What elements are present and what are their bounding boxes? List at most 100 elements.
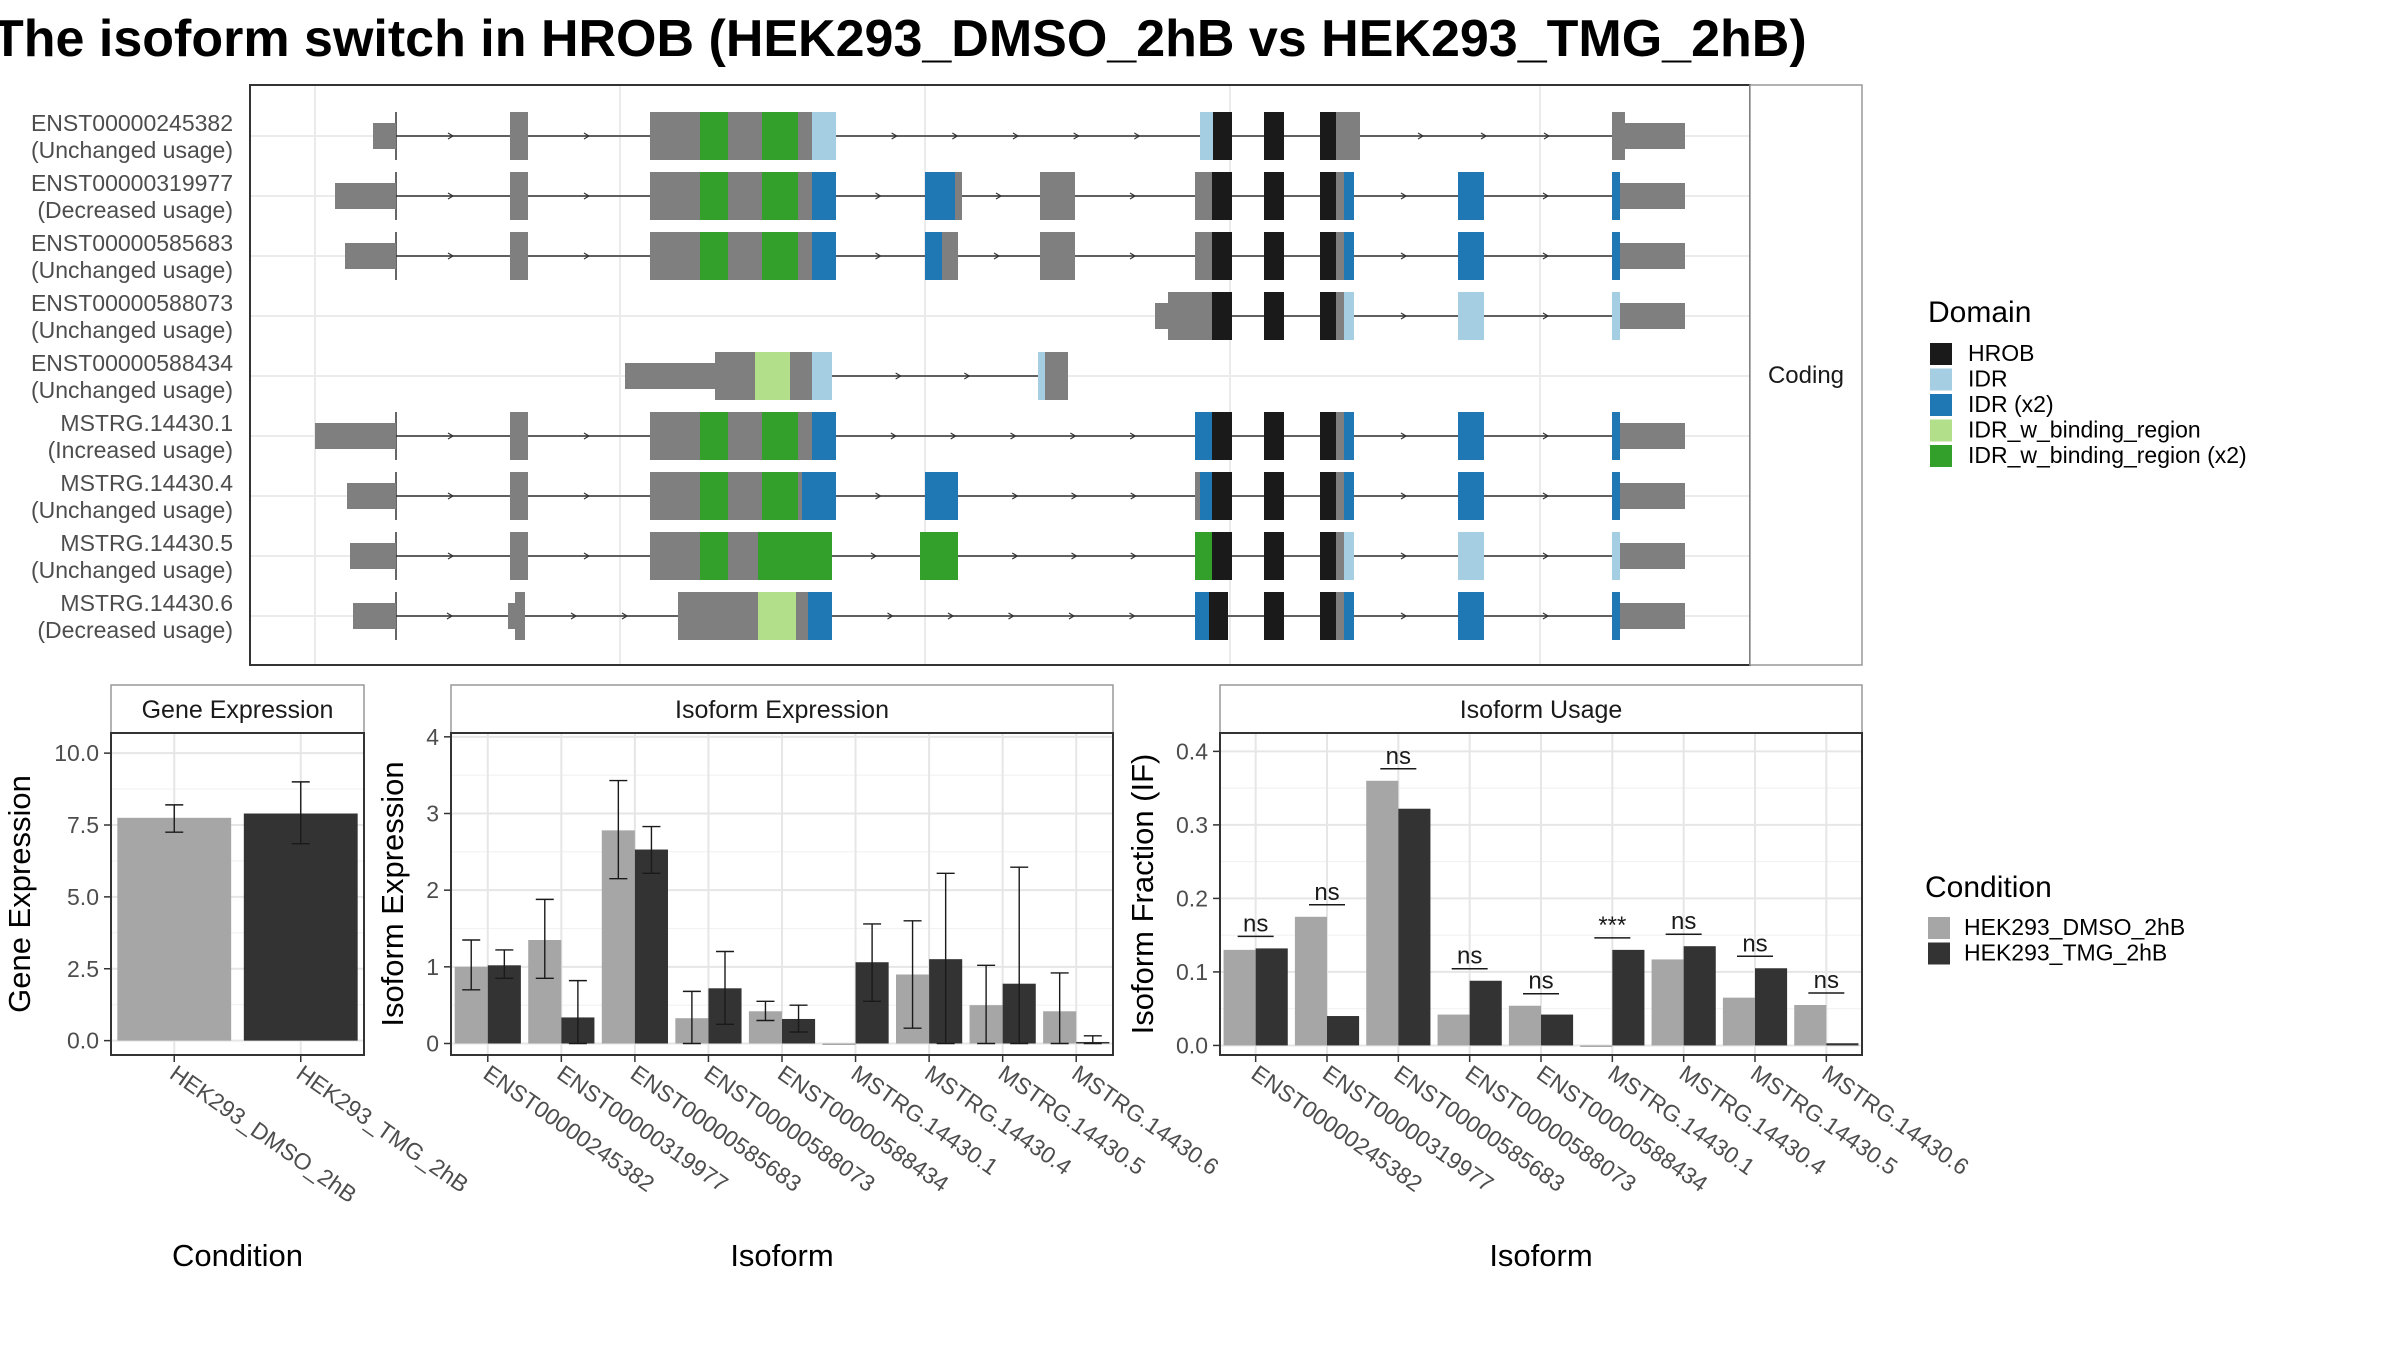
significance-label: ns bbox=[1814, 967, 1839, 994]
exon-block bbox=[1612, 232, 1620, 280]
exon-block bbox=[715, 352, 755, 400]
intron-arrow bbox=[1417, 132, 1425, 140]
transcript-row bbox=[347, 472, 1685, 520]
transcript-row bbox=[373, 112, 1685, 160]
isoform-expression-chart: Isoform Expression01234ENST00000245382EN… bbox=[375, 684, 1224, 1273]
exon-block bbox=[1320, 172, 1336, 220]
exon-block bbox=[1336, 592, 1344, 640]
intron-arrow bbox=[1071, 552, 1078, 560]
exon-block bbox=[700, 532, 728, 580]
transcript-row bbox=[335, 172, 1685, 220]
isoform-id-label: MSTRG.14430.4 bbox=[60, 470, 233, 496]
exon-block bbox=[728, 532, 758, 580]
intron-arrow bbox=[993, 252, 1001, 260]
exon-block bbox=[1612, 532, 1620, 580]
bar bbox=[1223, 949, 1256, 1046]
isoform-status-label: (Decreased usage) bbox=[37, 197, 233, 223]
exon-block bbox=[1040, 232, 1075, 280]
intron-arrow bbox=[1400, 432, 1408, 440]
exon-block bbox=[650, 532, 700, 580]
intron-arrow bbox=[1071, 492, 1078, 500]
intron-arrow bbox=[583, 552, 591, 560]
exon-block bbox=[1336, 172, 1344, 220]
y-tick-label: 4 bbox=[426, 724, 439, 750]
intron-arrow bbox=[1542, 552, 1550, 560]
exon-block bbox=[1458, 412, 1484, 460]
exon-block bbox=[762, 112, 798, 160]
exon-block bbox=[700, 472, 728, 520]
exon-block bbox=[650, 232, 700, 280]
intron-arrow bbox=[1400, 612, 1408, 620]
exon-block bbox=[1264, 232, 1284, 280]
significance-label: ns bbox=[1742, 930, 1767, 957]
exon-block bbox=[728, 112, 762, 160]
exon-block bbox=[1209, 592, 1228, 640]
significance-label: ns bbox=[1671, 908, 1696, 935]
bar bbox=[1327, 1016, 1360, 1046]
exon-block bbox=[762, 412, 798, 460]
exon-block bbox=[728, 232, 762, 280]
intron-arrow bbox=[1400, 192, 1408, 200]
exon-block bbox=[728, 172, 762, 220]
exon-block bbox=[758, 532, 832, 580]
x-axis-title: Condition bbox=[172, 1238, 303, 1273]
exon-block bbox=[650, 472, 700, 520]
intron-arrow bbox=[875, 492, 882, 500]
exon-block bbox=[1620, 603, 1685, 629]
intron-arrow bbox=[950, 432, 957, 440]
exon-block bbox=[925, 232, 942, 280]
y-tick-label: 7.5 bbox=[67, 812, 99, 838]
exon-block bbox=[762, 232, 798, 280]
exon-block bbox=[625, 363, 715, 389]
y-tick-label: 3 bbox=[426, 801, 439, 827]
domain-legend-key bbox=[1930, 445, 1952, 467]
exon-block bbox=[1620, 483, 1685, 509]
condition-legend-label: HEK293_DMSO_2hB bbox=[1964, 914, 2185, 940]
exon-block bbox=[650, 412, 700, 460]
exon-block bbox=[1040, 172, 1075, 220]
isoform-id-label: MSTRG.14430.6 bbox=[60, 590, 233, 616]
exon-block bbox=[1212, 172, 1232, 220]
intron-arrow bbox=[995, 192, 1003, 200]
condition-legend-label: HEK293_TMG_2hB bbox=[1964, 940, 2167, 966]
intron-arrow bbox=[1008, 612, 1015, 620]
intron-arrow bbox=[1011, 492, 1019, 500]
exon-block bbox=[700, 412, 728, 460]
exon-block bbox=[1336, 532, 1344, 580]
exon-block bbox=[802, 472, 836, 520]
exon-block bbox=[508, 603, 515, 629]
isoform-id-label: MSTRG.14430.5 bbox=[60, 530, 233, 556]
transcript-row bbox=[625, 352, 1068, 400]
transcript-row bbox=[345, 232, 1685, 280]
exon-block bbox=[510, 112, 528, 160]
y-tick-label: 2.5 bbox=[67, 956, 99, 982]
intron-arrow bbox=[1542, 612, 1550, 620]
exon-block bbox=[728, 412, 762, 460]
intron-arrow bbox=[1129, 192, 1137, 200]
exon-block bbox=[1320, 592, 1336, 640]
exon-block bbox=[1344, 172, 1354, 220]
exon-block bbox=[1264, 592, 1284, 640]
intron-arrow bbox=[952, 132, 959, 140]
intron-arrow bbox=[870, 552, 878, 560]
intron-arrow bbox=[446, 612, 454, 620]
intron-arrow bbox=[583, 432, 591, 440]
exon-block bbox=[1612, 592, 1620, 640]
intron-arrow bbox=[1130, 492, 1137, 500]
intron-arrow bbox=[887, 612, 894, 620]
transcript-row bbox=[353, 592, 1685, 640]
intron-arrow bbox=[447, 192, 455, 200]
intron-arrow bbox=[1130, 552, 1137, 560]
intron-arrow bbox=[447, 492, 455, 500]
exon-block bbox=[353, 603, 396, 629]
exon-block bbox=[1212, 232, 1232, 280]
exon-block bbox=[678, 592, 758, 640]
intron-arrow bbox=[1543, 132, 1551, 140]
exon-block bbox=[1045, 352, 1068, 400]
isoform-status-label: (Unchanged usage) bbox=[31, 257, 233, 283]
panel-border bbox=[110, 732, 365, 1056]
bar bbox=[1580, 1045, 1613, 1047]
isoform-status-label: (Decreased usage) bbox=[37, 617, 233, 643]
x-axis-title: Isoform bbox=[730, 1238, 833, 1273]
transcript-row bbox=[1155, 292, 1685, 340]
